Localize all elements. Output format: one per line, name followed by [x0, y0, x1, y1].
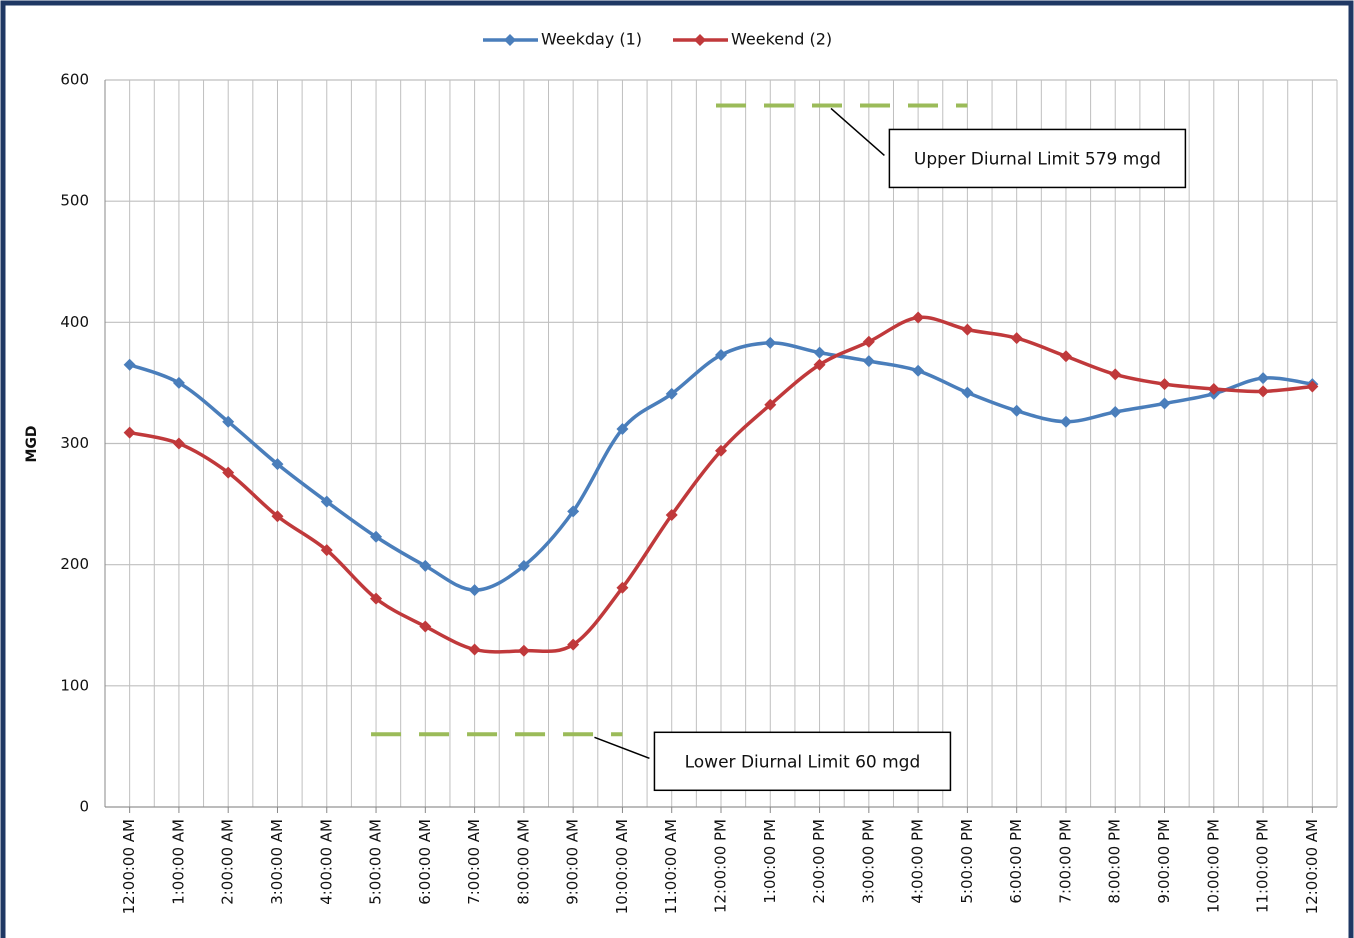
point-marker — [862, 335, 875, 348]
point-marker — [567, 505, 580, 518]
point-marker — [764, 336, 777, 349]
x-tick-label: 6:00:00 PM — [1007, 819, 1025, 904]
point-marker — [1257, 372, 1270, 385]
point-marker — [616, 422, 629, 435]
point-marker — [517, 559, 530, 572]
point-marker — [862, 355, 875, 368]
point-marker — [1158, 378, 1171, 391]
x-tick-label: 8:00:00 AM — [514, 819, 532, 905]
x-tick-label: 3:00:00 AM — [268, 819, 286, 905]
point-marker — [1059, 350, 1072, 363]
point-marker — [172, 437, 185, 450]
x-tick-label: 9:00:00 PM — [1155, 819, 1173, 904]
x-tick-label: 7:00:00 AM — [465, 819, 483, 905]
x-tick-label: 7:00:00 PM — [1056, 819, 1074, 904]
x-tick-label: 11:00:00 AM — [662, 819, 680, 914]
point-marker — [468, 584, 481, 597]
limit-box — [888, 128, 1187, 189]
x-tick-label: 12:00:00 AM — [120, 819, 138, 914]
point-marker — [1010, 332, 1023, 345]
point-marker — [222, 415, 235, 428]
legend-label: Weekend (2) — [731, 30, 832, 49]
point-marker — [320, 495, 333, 508]
point-marker — [370, 530, 383, 543]
point-marker — [1257, 385, 1270, 398]
point-marker — [419, 559, 432, 572]
x-tick-label: 10:00:00 PM — [1204, 819, 1222, 913]
point-marker — [222, 466, 235, 479]
point-marker — [320, 544, 333, 557]
x-tick-label: 12:00:00 AM — [1303, 819, 1321, 914]
x-tick-label: 4:00:00 PM — [909, 819, 927, 904]
point-marker — [370, 592, 383, 605]
limit-label: Upper Diurnal Limit 579 mgd — [914, 149, 1161, 169]
point-marker — [961, 323, 974, 336]
x-tick-label: 12:00:00 PM — [712, 819, 730, 913]
point-marker — [764, 398, 777, 411]
legend-marker — [504, 34, 516, 46]
point-marker — [1207, 382, 1220, 395]
point-marker — [468, 643, 481, 656]
x-tick-label: 9:00:00 AM — [564, 819, 582, 905]
point-marker — [419, 620, 432, 633]
y-tick-label: 300 — [60, 434, 89, 452]
point-marker — [813, 346, 826, 359]
point-marker — [912, 311, 925, 324]
point-marker — [271, 458, 284, 471]
point-marker — [1059, 415, 1072, 428]
point-marker — [517, 644, 530, 657]
point-marker — [123, 426, 136, 439]
x-tick-label: 3:00:00 PM — [859, 819, 877, 904]
point-marker — [1010, 404, 1023, 417]
leader-line — [594, 736, 650, 760]
y-tick-label: 100 — [60, 676, 89, 694]
point-marker — [1306, 380, 1319, 393]
point-marker — [271, 510, 284, 523]
point-marker — [912, 364, 925, 377]
point-marker — [813, 358, 826, 371]
point-marker — [715, 444, 727, 457]
x-tick-label: 4:00:00 AM — [317, 819, 335, 905]
y-tick-label: 600 — [60, 71, 89, 89]
point-marker — [665, 387, 678, 400]
point-marker — [172, 376, 185, 389]
x-tick-label: 1:00:00 AM — [169, 819, 187, 905]
limit-box — [653, 731, 952, 792]
point-marker — [715, 349, 727, 362]
x-tick-label: 11:00:00 PM — [1254, 819, 1272, 913]
point-marker — [665, 508, 678, 521]
x-tick-label: 1:00:00 PM — [761, 819, 779, 904]
x-tick-label: 8:00:00 PM — [1106, 819, 1124, 904]
leader-line — [830, 107, 885, 157]
y-axis-label: MGD — [24, 425, 40, 462]
limit-label: Lower Diurnal Limit 60 mgd — [685, 752, 921, 772]
x-tick-label: 2:00:00 AM — [219, 819, 237, 905]
x-tick-label: 5:00:00 AM — [367, 819, 385, 905]
y-tick-label: 500 — [60, 192, 89, 210]
x-tick-label: 10:00:00 AM — [613, 819, 631, 914]
y-tick-label: 400 — [60, 313, 89, 331]
point-marker — [1109, 405, 1122, 418]
point-marker — [616, 581, 629, 594]
point-marker — [1109, 368, 1122, 381]
point-marker — [1158, 397, 1171, 410]
point-marker — [123, 358, 136, 371]
x-tick-label: 2:00:00 PM — [810, 819, 828, 904]
y-tick-label: 200 — [60, 555, 89, 573]
point-marker — [567, 638, 580, 651]
x-tick-label: 5:00:00 PM — [958, 819, 976, 904]
legend-marker — [694, 34, 706, 46]
point-marker — [961, 386, 974, 399]
y-tick-label: 0 — [79, 798, 89, 816]
legend-label: Weekday (1) — [541, 30, 642, 49]
x-tick-label: 6:00:00 AM — [416, 819, 434, 905]
